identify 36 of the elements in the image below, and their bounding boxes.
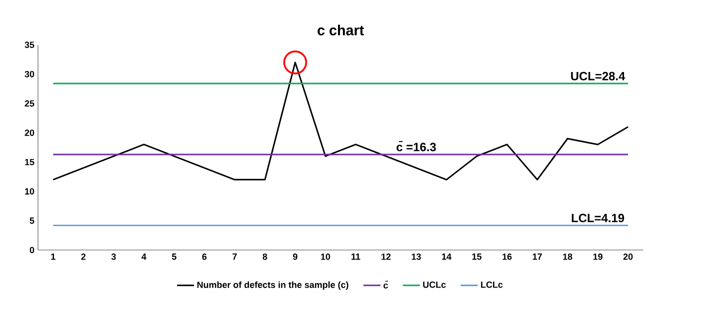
annotation: LCL=4.19 (572, 214, 624, 222)
legend-label: Number of defects in the sample (c) (197, 281, 348, 290)
y-tick-label: 5 (30, 218, 34, 224)
y-tick-label: 30 (24, 70, 34, 78)
x-tick-label: 2 (81, 254, 86, 260)
x-tick-label: 10 (321, 254, 330, 260)
annotation: c̄ =16.3 (396, 141, 436, 152)
x-tick-label: 19 (593, 254, 602, 260)
y-tick-label: 15 (25, 158, 34, 166)
legend-label: UCLc (423, 281, 446, 288)
legend-label: LCLc (481, 281, 503, 288)
x-tick-label: 4 (142, 254, 146, 260)
x-tick-label: 20 (623, 254, 633, 260)
x-tick-label: 5 (172, 254, 176, 260)
x-tick-label: 7 (232, 254, 237, 260)
y-tick-label: 10 (25, 188, 34, 195)
x-tick-label: 14 (442, 254, 452, 260)
legend-label: c̄ (384, 280, 388, 288)
y-tick-label: 0 (30, 246, 34, 254)
x-tick-label: 17 (532, 254, 542, 260)
x-tick-label: 3 (111, 254, 116, 260)
y-tick-label: 20 (24, 130, 34, 136)
y-tick-label: 35 (24, 42, 34, 48)
annotation: UCL=28.4 (571, 72, 626, 80)
x-tick-label: 16 (502, 254, 512, 260)
x-tick-label: 13 (412, 254, 421, 260)
x-tick-label: 8 (262, 254, 268, 260)
x-tick-label: 9 (293, 254, 298, 260)
x-tick-label: 15 (472, 254, 482, 260)
x-tick-label: 12 (382, 254, 391, 260)
x-tick-label: 11 (352, 254, 360, 260)
y-tick-label: 25 (24, 100, 34, 107)
x-tick-label: 1 (51, 254, 56, 260)
x-tick-label: 6 (202, 254, 207, 260)
x-tick-label: 18 (563, 254, 572, 260)
chart-title: c chart (318, 24, 364, 36)
